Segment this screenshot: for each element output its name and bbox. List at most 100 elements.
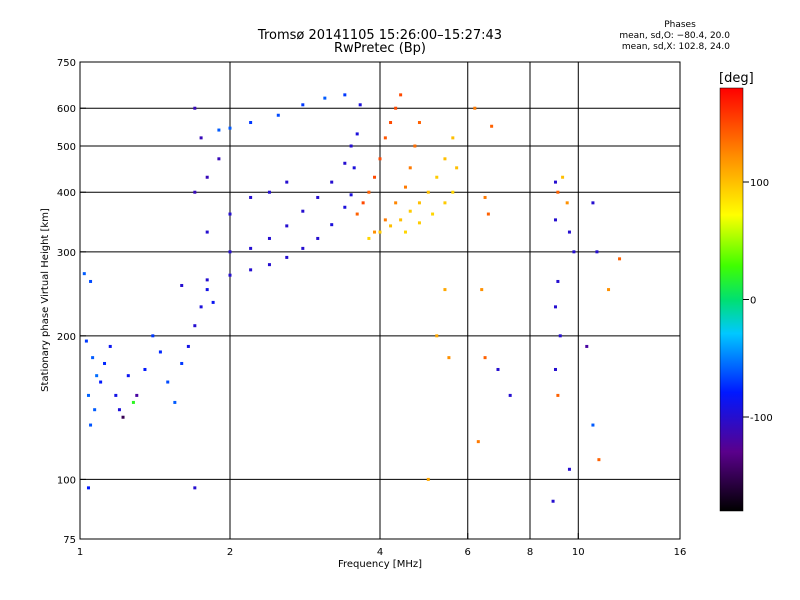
data-point [373, 230, 377, 234]
data-point [408, 166, 412, 170]
data-point [451, 136, 455, 140]
data-point [556, 393, 560, 397]
data-point [86, 486, 90, 490]
data-point [151, 334, 155, 338]
data-point [508, 393, 512, 397]
data-point [228, 126, 232, 130]
data-point [553, 367, 557, 371]
data-point [301, 246, 305, 250]
data-point [193, 324, 197, 328]
data-point [567, 467, 571, 471]
data-point [355, 212, 359, 216]
data-point [399, 93, 403, 97]
data-point [199, 305, 203, 309]
x-tick-label: 10 [572, 547, 585, 558]
data-point [496, 367, 500, 371]
data-point [343, 161, 347, 165]
data-point [143, 367, 147, 371]
data-point [556, 190, 560, 194]
data-point [383, 136, 387, 140]
data-point [483, 356, 487, 360]
data-point [585, 344, 589, 348]
data-point [108, 344, 112, 348]
data-point [285, 224, 289, 228]
data-point [383, 218, 387, 222]
data-point [205, 175, 209, 179]
data-point [367, 190, 371, 194]
data-point [558, 334, 562, 338]
data-point [349, 144, 353, 148]
grid-lines [80, 62, 680, 539]
data-point [443, 201, 447, 205]
data-point [607, 288, 611, 292]
y-tick-label: 400 [57, 188, 76, 199]
y-tick-label: 75 [63, 535, 76, 546]
x-tick-label: 16 [674, 547, 687, 558]
data-point [591, 423, 595, 427]
data-point [249, 195, 253, 199]
data-point [349, 193, 353, 197]
y-tick-label: 750 [57, 58, 76, 69]
data-point [158, 350, 162, 354]
data-point [211, 300, 215, 304]
data-point [378, 157, 382, 161]
data-point [389, 224, 393, 228]
data-point [86, 393, 90, 397]
data-point [556, 279, 560, 283]
y-tick-label: 500 [57, 142, 76, 153]
data-point [89, 279, 93, 283]
data-point [553, 218, 557, 222]
y-axis-title: Stationary phase Virtual Height [km] [40, 208, 51, 392]
data-point [103, 361, 107, 365]
data-point [417, 201, 421, 205]
data-point [186, 344, 190, 348]
data-point [447, 356, 451, 360]
data-point [417, 121, 421, 125]
data-point [389, 121, 393, 125]
chart-title: Tromsø 20141105 15:26:00–15:27:43 [257, 28, 503, 43]
data-point [367, 236, 371, 240]
colorbar [719, 87, 744, 512]
colorbar-tick-label: -100 [750, 413, 773, 424]
data-point [285, 255, 289, 259]
data-point [249, 121, 253, 125]
data-point [403, 185, 407, 189]
data-point [199, 136, 203, 140]
data-point [99, 380, 103, 384]
data-point [361, 201, 365, 205]
colorbar-tick-label: 0 [750, 296, 756, 307]
data-point [355, 132, 359, 136]
data-point [173, 400, 177, 404]
data-point [553, 180, 557, 184]
data-point [267, 236, 271, 240]
data-point [486, 212, 490, 216]
y-tick-label: 300 [57, 248, 76, 259]
data-point [443, 288, 447, 292]
y-axis-ticks: 75 100 200 300 400 500 600 750 [57, 58, 86, 546]
chart-subtitle: RwPretec (Bp) [333, 41, 427, 56]
data-point [431, 212, 435, 216]
data-point [435, 175, 439, 179]
data-point [480, 288, 484, 292]
data-point [126, 374, 130, 378]
data-point [399, 218, 403, 222]
x-tick-label: 8 [527, 547, 533, 558]
data-point [193, 190, 197, 194]
data-point [131, 400, 135, 404]
data-point [394, 106, 398, 110]
data-point [483, 195, 487, 199]
data-point [413, 144, 417, 148]
colorbar-tick-label: 100 [750, 178, 769, 189]
phases-summary: Phases mean, sd,O: −80.4, 20.0 mean, sd,… [600, 20, 730, 53]
data-point [323, 96, 327, 100]
x-axis-title: Frequency [MHz] [338, 559, 422, 570]
data-point [618, 257, 622, 261]
data-point [597, 458, 601, 462]
data-point [316, 195, 320, 199]
data-point [316, 236, 320, 240]
data-point [205, 278, 209, 282]
colorbar-ticks: 100 0 -100 [743, 178, 773, 424]
data-point [205, 230, 209, 234]
data-point [117, 408, 121, 412]
data-point [249, 268, 253, 272]
